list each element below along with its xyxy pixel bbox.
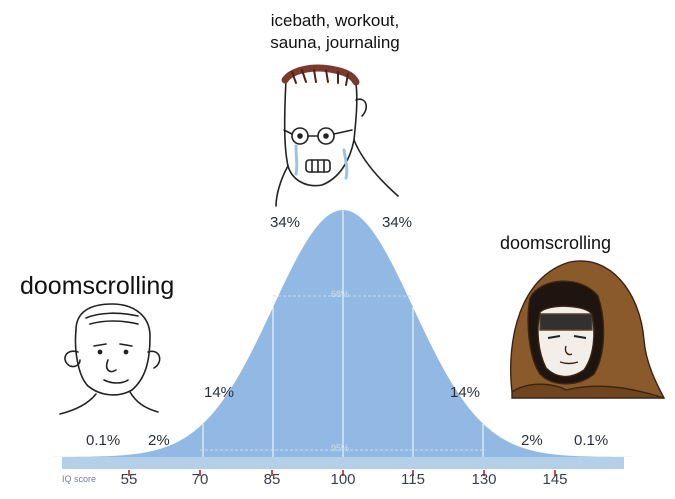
axis-tick-label: 145: [542, 471, 568, 488]
axis-label: IQ score: [62, 474, 97, 484]
band-68-label: 68%: [331, 289, 350, 299]
caption-top: icebath, workout, sauna, journaling: [230, 10, 440, 54]
axis-tick-marks: [128, 470, 556, 476]
axis-tick-label: 70: [191, 471, 209, 488]
pct-14-right: 14%: [450, 384, 481, 401]
pct-34-left: 34%: [270, 214, 301, 231]
sigma-dividers: [202, 210, 484, 457]
axis-tick-label: 115: [401, 471, 425, 488]
caption-top-line-2: sauna, journaling: [270, 33, 400, 52]
crying-glasses-wojak: [275, 64, 399, 207]
bald-wojak: [59, 303, 161, 415]
caption-left: doomscrolling: [20, 272, 175, 300]
pct-0-1-left: 0.1%: [86, 432, 121, 449]
pct-2-left: 2%: [148, 432, 170, 449]
band-95-label: 95%: [331, 443, 350, 453]
pct-34-right: 34%: [382, 214, 413, 231]
pct-14-left: 14%: [204, 384, 235, 401]
caption-top-line-1: icebath, workout,: [270, 11, 400, 30]
axis-tick-label: 100: [330, 471, 356, 488]
axis-tick-label: 85: [263, 471, 281, 488]
caption-right: doomscrolling: [500, 233, 612, 253]
axis-bar: [62, 457, 624, 469]
axis-tick-label: 130: [471, 471, 497, 488]
axis-tick-label: 55: [120, 471, 138, 488]
pct-0-1-right: 0.1%: [574, 432, 609, 449]
hooded-figure: [509, 260, 666, 399]
pct-2-right: 2%: [521, 432, 543, 449]
